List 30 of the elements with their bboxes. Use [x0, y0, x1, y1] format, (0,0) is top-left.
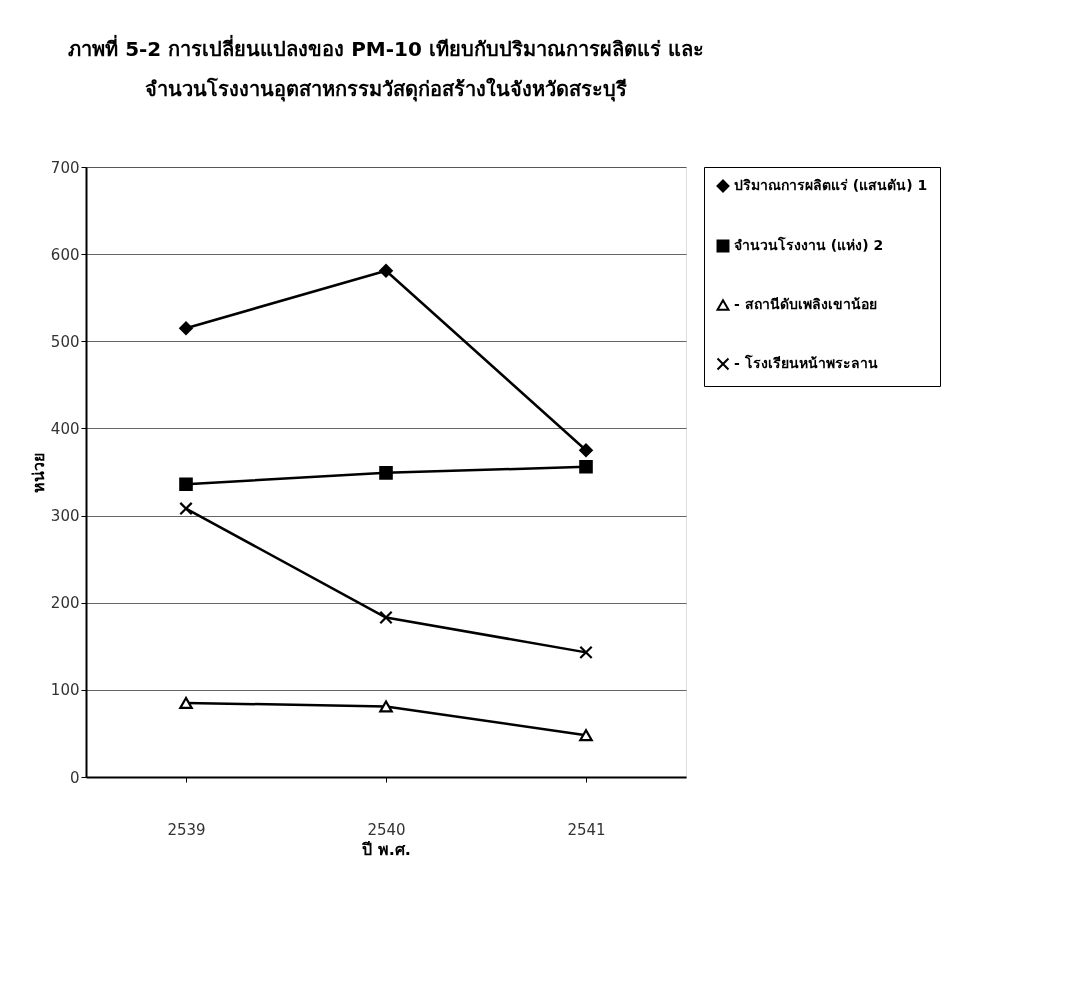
- x-tick-label: 2539: [167, 820, 206, 839]
- point: [379, 700, 393, 713]
- point: [179, 321, 193, 336]
- x-axis-title: ปี พ.ศ.: [361, 839, 411, 859]
- point: [179, 477, 193, 491]
- point: [579, 645, 593, 660]
- legend-label: - สถานีดับเพลิงเขาน้อย: [734, 296, 877, 312]
- y-tick-label: 300: [50, 507, 80, 526]
- y-tick-label: 600: [50, 245, 80, 264]
- legend-label: ปริมาณการผลิตแร่ (แสนตัน) 1: [734, 177, 928, 193]
- point: [579, 459, 593, 474]
- legend-label: จำนวนโรงงาน (แห่ง) 2: [734, 236, 884, 253]
- y-tick-label: 400: [50, 419, 80, 438]
- y-tick-label: 100: [50, 681, 80, 700]
- point: [179, 696, 193, 709]
- legend-label: - โรงเรียนหน้าพระลาน: [734, 354, 878, 371]
- y-tick-label: 500: [50, 332, 80, 351]
- y-axis-title: หน่วย: [28, 452, 48, 493]
- x-tick-label: 2541: [567, 820, 606, 839]
- point: [379, 610, 393, 625]
- chart-title: ภาพที่ 5-2 การเปลี่ยนแปลงของ PM-10 เทียบกับปริมาณการผลิตแร่ และ จำนวนโรงงานอุตสาหกรรมวัสดุก่อสร้างในจังหวัดสระบุรี: [68, 34, 704, 102]
- y-tick-label: 200: [50, 594, 80, 613]
- point: [579, 443, 593, 458]
- point: [379, 466, 393, 480]
- point: [379, 263, 393, 278]
- point: [579, 729, 593, 742]
- point: [179, 501, 193, 516]
- x-tick-label: 2540: [367, 820, 406, 839]
- y-tick-label: 700: [50, 158, 80, 177]
- y-tick-label: 0: [69, 768, 80, 787]
